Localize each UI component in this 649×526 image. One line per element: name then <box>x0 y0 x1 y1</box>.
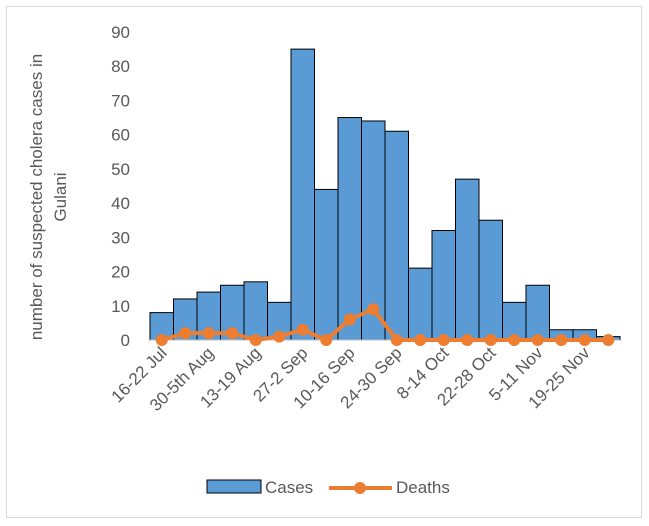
deaths-point <box>531 334 544 346</box>
cases-bar <box>431 229 456 341</box>
legend-cases-label: Cases <box>265 478 313 497</box>
y-axis-title: number of suspected cholera cases in Gul… <box>27 54 70 340</box>
deaths-point <box>179 327 192 340</box>
deaths-point <box>155 334 168 346</box>
deaths-point <box>390 334 403 346</box>
cases-bar <box>384 130 409 341</box>
y-tick-label: 90 <box>111 23 130 42</box>
deaths-point <box>578 334 591 346</box>
y-tick-label: 80 <box>111 57 130 76</box>
legend: Cases Deaths <box>206 478 450 497</box>
deaths-point <box>484 334 497 346</box>
cases-bar <box>290 48 315 341</box>
y-tick-label: 40 <box>111 194 130 213</box>
deaths-point <box>414 334 427 346</box>
deaths-point <box>437 334 450 346</box>
y-ticks: 0 10 20 30 40 50 60 70 80 90 <box>111 23 130 350</box>
cases-bar <box>337 117 362 341</box>
cases-bar <box>525 284 550 341</box>
deaths-point <box>461 334 474 346</box>
deaths-point <box>508 334 521 346</box>
deaths-point <box>602 334 615 346</box>
cases-bar <box>314 188 339 341</box>
y-tick-label: 0 <box>121 331 130 350</box>
deaths-point <box>296 323 309 336</box>
deaths-point <box>555 334 568 346</box>
y-tick-label: 30 <box>111 228 130 247</box>
cases-bars <box>149 48 621 341</box>
y-tick-label: 60 <box>111 126 130 145</box>
y-axis-title-line-2: Gulani <box>51 172 70 221</box>
deaths-point <box>367 303 380 316</box>
y-tick-label: 10 <box>111 297 130 316</box>
deaths-point <box>320 334 333 346</box>
cases-bar <box>455 178 480 341</box>
deaths-point <box>273 330 286 343</box>
cases-bar <box>478 219 503 341</box>
legend-deaths-marker <box>354 482 366 494</box>
deaths-point <box>249 334 262 346</box>
y-tick-label: 50 <box>111 160 130 179</box>
deaths-point <box>202 327 215 340</box>
deaths-point <box>226 327 239 340</box>
cases-bar <box>408 267 433 341</box>
y-tick-label: 20 <box>111 263 130 282</box>
legend-cases-swatch <box>206 479 262 494</box>
y-axis-title-line-1: number of suspected cholera cases in <box>27 54 46 340</box>
cases-bar <box>243 281 268 341</box>
deaths-line <box>155 303 615 346</box>
deaths-point <box>343 313 356 326</box>
legend-deaths-label: Deaths <box>396 478 450 497</box>
y-tick-label: 70 <box>111 91 130 110</box>
